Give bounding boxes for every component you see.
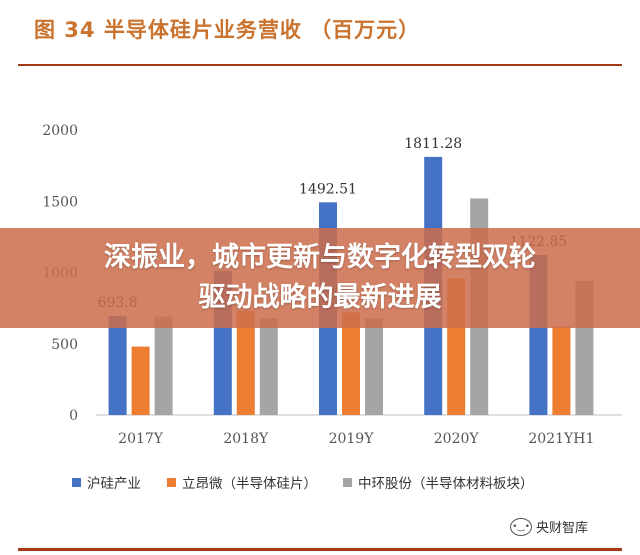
bar-series-2-1 — [259, 318, 278, 415]
banner-line-2: 驱动战略的最新进展 — [198, 282, 442, 313]
bar-series-2-2 — [365, 318, 383, 415]
legend-item-series-2: 中环股份（半导体材料板块） — [343, 472, 534, 492]
bar-series-1-4 — [552, 326, 571, 415]
banner-line-1: 深振业，城市更新与数字化转型双轮 — [104, 242, 536, 273]
legend-item-series-0: 沪硅产业 — [72, 472, 141, 492]
headline-banner: 深振业，城市更新与数字化转型双轮 驱动战略的最新进展 — [0, 228, 640, 328]
legend-label-series-1: 立昂微（半导体硅片） — [182, 476, 317, 492]
y-tick-label-4: 2000 — [42, 123, 78, 139]
data-label-series-0-2: 1492.51 — [299, 181, 357, 197]
legend-swatch-series-1 — [167, 477, 176, 487]
y-tick-label-1: 500 — [51, 337, 78, 353]
x-tick-label-1: 2018Y — [223, 431, 269, 447]
legend-swatch-series-0 — [72, 477, 81, 487]
bar-series-1-1 — [236, 310, 255, 415]
x-tick-label-2: 2019Y — [329, 431, 375, 447]
x-tick-label-3: 2020Y — [434, 431, 480, 447]
x-tick-label-4: 2021YH1 — [528, 431, 594, 447]
legend-item-series-1: 立昂微（半导体硅片） — [167, 472, 317, 492]
x-tick-label-0: 2017Y — [118, 431, 164, 447]
bar-series-1-0 — [131, 346, 150, 415]
watermark-text: 央财智库 — [536, 521, 589, 536]
wechat-icon: •‿• — [510, 517, 532, 536]
figure-title: 图 34 半导体硅片业务营收 （百万元） — [34, 18, 421, 42]
data-label-series-0-3: 1811.28 — [404, 136, 462, 152]
watermark: •‿• 央财智库 — [510, 517, 588, 536]
bar-series-1-2 — [342, 312, 360, 415]
legend-swatch-series-2 — [343, 477, 352, 487]
legend-label-series-0: 沪硅产业 — [87, 476, 141, 492]
chart-legend: 沪硅产业 立昂微（半导体硅片） 中环股份（半导体材料板块） — [72, 472, 534, 492]
y-tick-label-3: 1500 — [42, 194, 78, 210]
bottom-rule — [18, 548, 622, 551]
bar-series-0-0 — [108, 316, 127, 415]
top-rule — [18, 64, 622, 66]
y-tick-label-0: 0 — [69, 408, 78, 424]
bar-series-2-0 — [154, 316, 173, 415]
legend-label-series-2: 中环股份（半导体材料板块） — [358, 476, 534, 492]
